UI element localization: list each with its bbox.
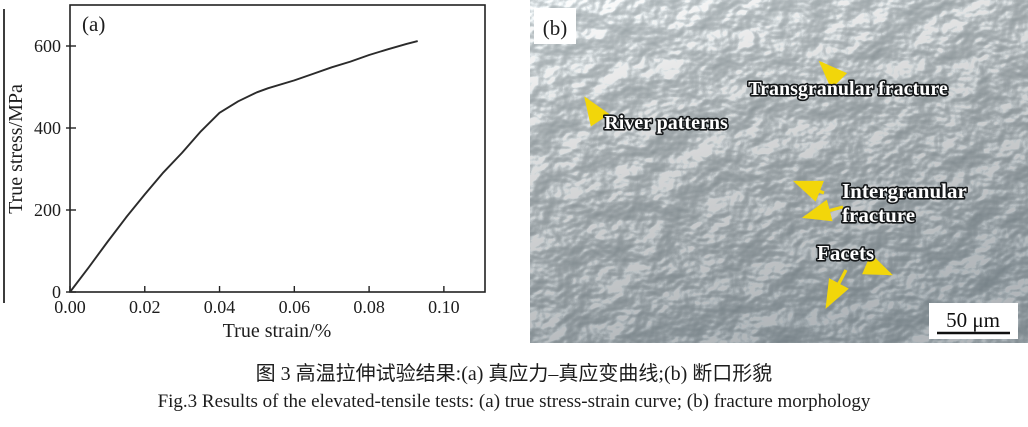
- river-patterns-label: River patterns: [604, 112, 728, 134]
- y-tick-label: 200: [34, 200, 61, 220]
- stress-strain-chart: 0.00 0.02 0.04 0.06 0.08 0.10 0 200 400 600 (a) T…: [5, 4, 486, 342]
- caption-english: Fig.3 Results of the elevated-tensile te…: [157, 391, 871, 412]
- x-tick-label: 0.02: [129, 297, 161, 317]
- intergranular-label-line1: Intergranular: [842, 179, 967, 203]
- y-axis-title: True stress/MPa: [5, 84, 27, 214]
- scan-edge-artifact: [3, 9, 5, 303]
- panel-a-label: (a): [82, 12, 105, 36]
- x-tick-label: 0.00: [54, 297, 86, 317]
- x-tick-label: 0.06: [279, 297, 311, 317]
- transgranular-arrow-icon: [818, 60, 848, 90]
- intergranular-arrow-lower-icon: [801, 199, 844, 222]
- panel-b-tag-box: [534, 8, 576, 44]
- scale-bar-label: 50 μm: [946, 308, 1000, 332]
- y-tick-label: 600: [34, 36, 61, 56]
- panel-b-label: (b): [543, 16, 568, 40]
- facets-label: Facets: [817, 241, 874, 265]
- caption-chinese: 图 3 高温拉伸试验结果:(a) 真应力–真应变曲线;(b) 断口形貌: [255, 363, 773, 385]
- chart-plot-area: 0.00 0.02 0.04 0.06 0.08 0.10 0 200 400 600: [34, 4, 486, 317]
- transgranular-label: Transgranular fracture: [748, 78, 948, 100]
- x-tick-label: 0.08: [353, 297, 385, 317]
- sem-micrograph: Transgranular fracture River patterns In…: [530, 0, 1028, 343]
- sem-shading: [530, 0, 1028, 343]
- intergranular-arrow-upper-icon: [793, 180, 825, 202]
- river-patterns-arrow-icon: [584, 96, 610, 127]
- x-tick-label: 0.10: [428, 297, 460, 317]
- stress-strain-curve: [69, 40, 418, 293]
- figure-caption: 图 3 高温拉伸试验结果:(a) 真应力–真应变曲线;(b) 断口形貌 Fig.…: [0, 360, 1028, 416]
- x-tick-label: 0.04: [204, 297, 236, 317]
- y-tick-label: 400: [34, 118, 61, 138]
- x-axis-title: True strain/%: [223, 320, 332, 342]
- axes-frame: [69, 4, 486, 293]
- facets-arrow-down-icon: [825, 269, 849, 309]
- scale-bar: 50 μm: [929, 303, 1018, 339]
- annotation-arrows: [584, 60, 893, 309]
- y-tick-label: 0: [52, 282, 61, 302]
- intergranular-label-line2: fracture: [842, 203, 915, 227]
- sem-image: Transgranular fracture River patterns In…: [530, 0, 1028, 343]
- facets-arrow-right-icon: [862, 253, 893, 276]
